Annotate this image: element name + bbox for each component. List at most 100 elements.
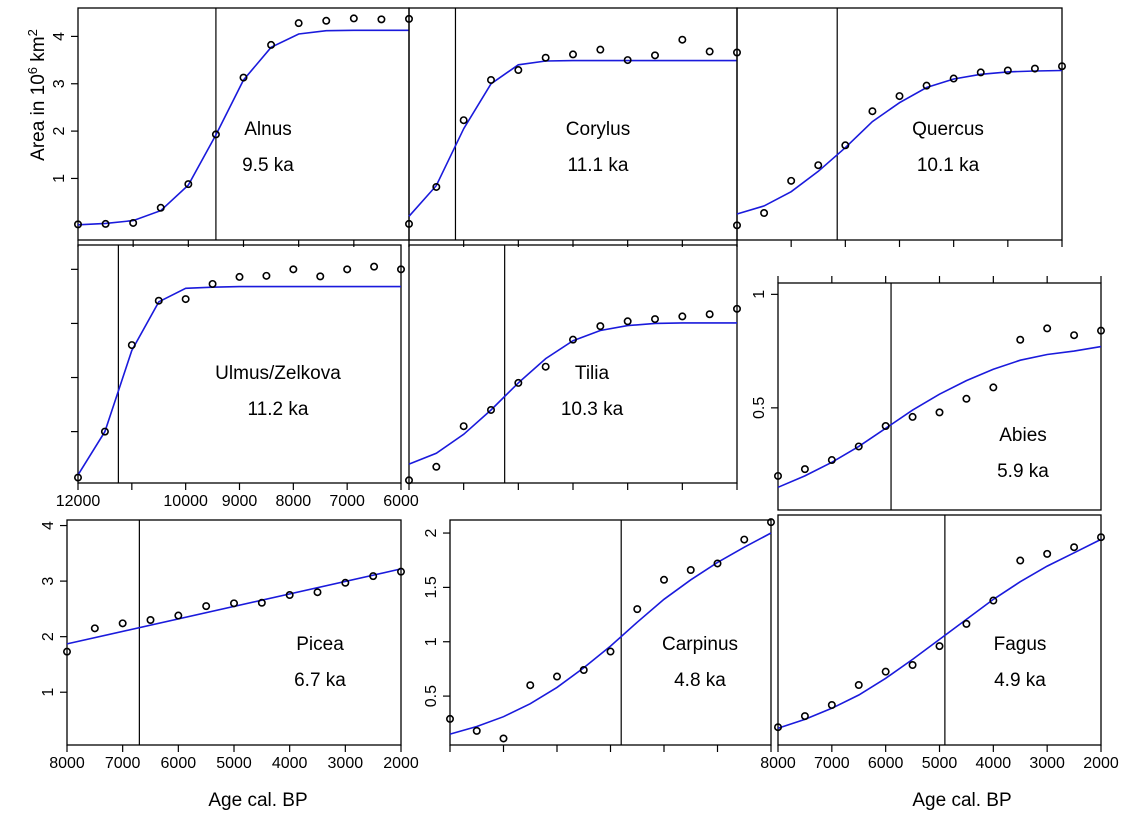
y-tick-label: 2 bbox=[423, 528, 440, 537]
x-tick-label: 3000 bbox=[328, 755, 364, 772]
observed-point bbox=[239, 73, 248, 82]
observed-point bbox=[101, 219, 110, 228]
observed-point bbox=[895, 92, 904, 101]
observed-point bbox=[568, 50, 577, 59]
observed-point bbox=[62, 647, 71, 656]
observed-point bbox=[732, 304, 741, 313]
observed-point bbox=[146, 615, 155, 624]
observed-point bbox=[445, 714, 454, 723]
observed-point bbox=[678, 312, 687, 321]
x-tick-label: 7000 bbox=[105, 755, 141, 772]
observed-point bbox=[800, 712, 809, 721]
observed-point bbox=[154, 296, 163, 305]
observed-point bbox=[289, 265, 298, 274]
observed-point bbox=[989, 383, 998, 392]
observed-point bbox=[705, 47, 714, 56]
observed-point bbox=[827, 700, 836, 709]
panel-fagus: 8000 7000 6000 5000 4000 3000 2000 Fagus 4.9 ka bbox=[760, 514, 1119, 772]
panel-frame bbox=[777, 282, 1102, 511]
x-tick-label: 2000 bbox=[383, 755, 419, 772]
onset-label: 9.5 ka bbox=[242, 155, 294, 176]
y-tick-label: 3 bbox=[51, 79, 68, 88]
x-tick-label: 5000 bbox=[216, 755, 252, 772]
observed-point bbox=[432, 462, 441, 471]
panel-picea: 1 2 3 4 8000 7000 6000 5000 4000 3000 2000 Picea 6.7… bbox=[40, 519, 419, 772]
taxon-label: Picea bbox=[296, 634, 344, 655]
y-tick-label: 2 bbox=[51, 127, 68, 136]
observed-point bbox=[156, 203, 165, 212]
x-tick-label: 8000 bbox=[276, 493, 312, 510]
observed-point bbox=[1003, 66, 1012, 75]
observed-point bbox=[267, 40, 276, 49]
x-tick-label: 7000 bbox=[329, 493, 365, 510]
observed-point bbox=[404, 219, 413, 228]
observed-point bbox=[773, 471, 782, 480]
panel-tilia: Tilia 10.3 ka bbox=[404, 244, 741, 490]
panel-alnus: 1 2 3 4 Alnus 9.5 ka bbox=[51, 7, 413, 247]
observed-point bbox=[868, 107, 877, 116]
observed-point bbox=[1043, 324, 1052, 333]
observed-point bbox=[962, 619, 971, 628]
observed-point bbox=[486, 75, 495, 84]
observed-point bbox=[650, 51, 659, 60]
observed-point bbox=[854, 442, 863, 451]
x-tick-label: 10000 bbox=[163, 493, 208, 510]
observed-point bbox=[854, 680, 863, 689]
onset-label: 10.1 ka bbox=[917, 155, 980, 176]
observed-point bbox=[541, 53, 550, 62]
taxon-label: Quercus bbox=[912, 119, 984, 140]
observed-point bbox=[596, 45, 605, 54]
y-axis-title-unit-exp: 2 bbox=[25, 29, 40, 36]
observed-point bbox=[579, 665, 588, 674]
observed-point bbox=[552, 672, 561, 681]
observed-point bbox=[211, 130, 220, 139]
observed-point bbox=[432, 182, 441, 191]
observed-point bbox=[202, 602, 211, 611]
observed-point bbox=[1070, 331, 1079, 340]
observed-point bbox=[935, 408, 944, 417]
observed-point bbox=[606, 647, 615, 656]
observed-point bbox=[705, 310, 714, 319]
taxon-label: Fagus bbox=[994, 634, 1047, 655]
fitted-curve bbox=[736, 69, 1063, 215]
observed-point bbox=[90, 624, 99, 633]
observed-point bbox=[396, 265, 405, 274]
observed-point bbox=[800, 465, 809, 474]
fitted-curve bbox=[777, 345, 1102, 489]
y-tick-label: 2 bbox=[40, 632, 57, 641]
observed-point bbox=[623, 317, 632, 326]
y-tick-label: 4 bbox=[51, 32, 68, 41]
panel-corylus: Corylus 11.1 ka bbox=[404, 7, 741, 247]
observed-point bbox=[74, 473, 83, 482]
y-axis-title-unit: km bbox=[28, 36, 49, 61]
observed-point bbox=[230, 599, 239, 608]
observed-point bbox=[760, 209, 769, 218]
observed-point bbox=[341, 578, 350, 587]
panel-frame bbox=[449, 519, 772, 746]
taxon-label: Abies bbox=[999, 425, 1047, 446]
panel-abies: 0.5 1 Abies 5.9 ka bbox=[751, 276, 1106, 511]
observed-point bbox=[377, 15, 386, 24]
y-tick-label: 1.5 bbox=[423, 576, 440, 598]
observed-point bbox=[514, 66, 523, 75]
x-axis-title-left: Age cal. BP bbox=[208, 790, 307, 811]
y-tick-label: 1 bbox=[751, 290, 768, 299]
observed-point bbox=[650, 315, 659, 324]
observed-point bbox=[633, 605, 642, 614]
y-tick-label: 4 bbox=[40, 521, 57, 530]
panel-frame bbox=[736, 7, 1063, 241]
observed-point bbox=[129, 218, 138, 227]
observed-point bbox=[343, 265, 352, 274]
observed-point bbox=[285, 590, 294, 599]
observed-point bbox=[713, 559, 722, 568]
observed-point bbox=[349, 14, 358, 23]
observed-point bbox=[127, 341, 136, 350]
x-tick-label: 8000 bbox=[49, 755, 85, 772]
fitted-curve bbox=[408, 59, 737, 217]
y-axis-title-exp: 6 bbox=[25, 67, 40, 74]
panel-ulmus-zelkova: 12000 10000 9000 8000 7000 6000 Ulmus/Zelkova 1… bbox=[56, 244, 419, 510]
observed-point bbox=[766, 518, 775, 527]
x-tick-label: 4000 bbox=[976, 755, 1012, 772]
observed-point bbox=[322, 16, 331, 25]
